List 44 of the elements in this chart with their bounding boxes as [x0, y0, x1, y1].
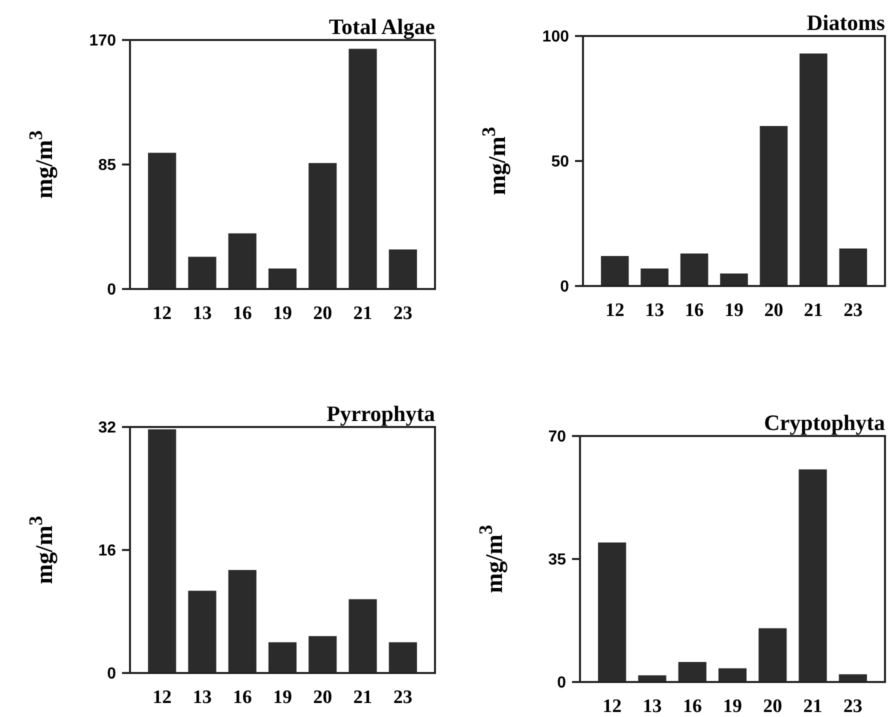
x-tick-label: 19	[723, 696, 742, 717]
chart-title: Pyrrophyta	[326, 401, 435, 426]
x-tick-label: 12	[605, 300, 624, 321]
x-tick-label: 23	[393, 687, 412, 708]
x-tick-label: 19	[273, 687, 292, 708]
x-tick-label: 20	[313, 303, 332, 324]
y-tick-label: 50	[551, 154, 570, 171]
x-tick-label: 12	[602, 696, 622, 717]
y-tick-label: 100	[542, 28, 570, 46]
x-tick-label: 23	[393, 303, 412, 324]
y-tick-label: 32	[98, 420, 116, 437]
x-tick-label: 19	[724, 300, 744, 321]
x-tick-label: 23	[844, 300, 863, 321]
y-tick-label: 35	[548, 552, 566, 569]
y-tick-label: 70	[548, 428, 566, 446]
x-tick-label: 23	[843, 696, 862, 717]
chart-title: Diatoms	[806, 10, 886, 35]
y-tick-label: 0	[107, 666, 116, 683]
x-tick-label: 13	[192, 687, 212, 708]
x-tick-label: 21	[353, 303, 372, 324]
y-tick-label: 0	[557, 674, 566, 692]
y-tick-label: 0	[560, 278, 570, 296]
x-tick-label: 16	[682, 696, 702, 717]
x-tick-label: 16	[232, 687, 252, 708]
x-tick-label: 21	[804, 300, 823, 321]
x-tick-label: 13	[642, 696, 662, 717]
chart-title: Total Algae	[328, 14, 436, 39]
x-tick-label: 13	[192, 303, 212, 324]
x-tick-label: 16	[232, 303, 252, 324]
x-tick-label: 20	[763, 696, 782, 717]
x-tick-label: 13	[645, 300, 664, 321]
x-tick-label: 21	[353, 687, 372, 708]
x-tick-label: 16	[684, 300, 704, 321]
x-tick-label: 20	[764, 300, 784, 321]
x-tick-label: 21	[803, 696, 822, 717]
chart-title: Cryptophyta	[764, 410, 885, 435]
y-tick-label: 170	[89, 32, 116, 50]
y-tick-label: 16	[98, 542, 116, 560]
x-tick-label: 12	[152, 303, 172, 324]
y-tick-label: 0	[107, 282, 116, 299]
x-tick-label: 20	[313, 687, 332, 708]
y-tick-label: 85	[98, 157, 116, 174]
x-tick-label: 19	[273, 303, 292, 324]
x-tick-label: 12	[152, 687, 172, 708]
